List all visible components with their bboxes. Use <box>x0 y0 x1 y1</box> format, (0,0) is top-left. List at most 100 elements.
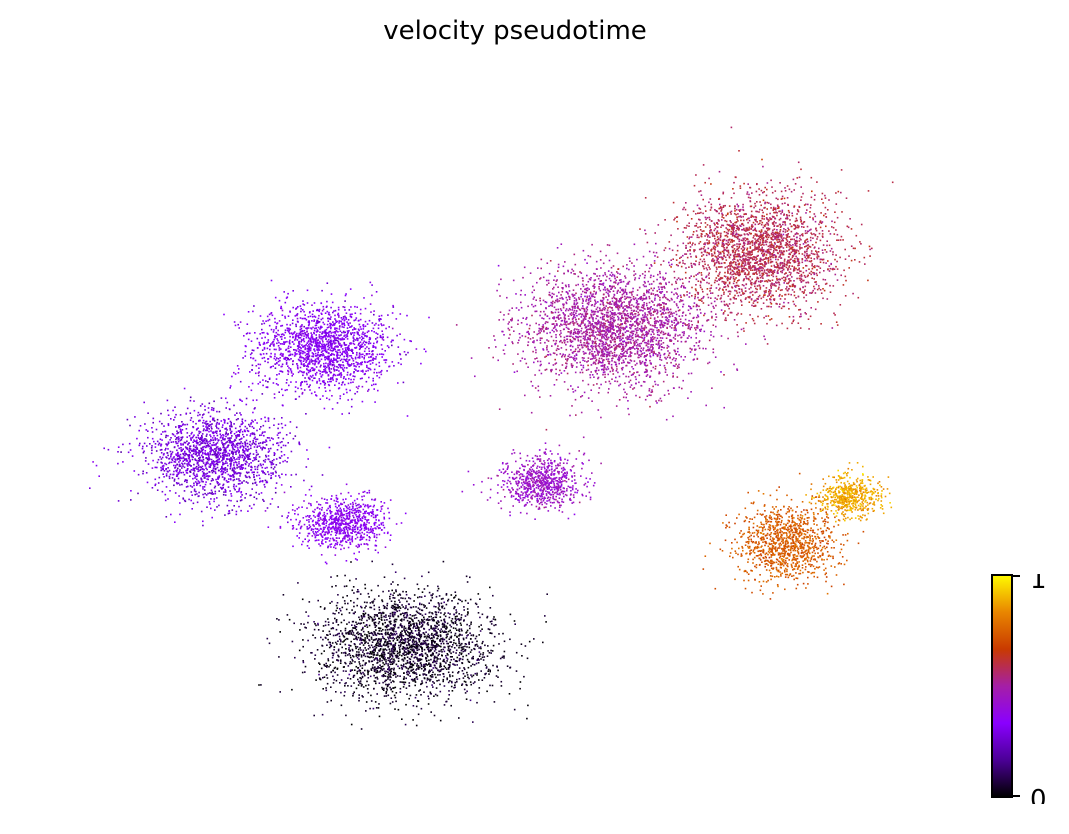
scatter-point <box>191 486 194 488</box>
scatter-point <box>330 686 332 688</box>
scatter-point <box>350 561 352 563</box>
scatter-point <box>287 347 289 349</box>
scatter-point <box>479 616 481 619</box>
scatter-point <box>339 507 342 510</box>
scatter-point <box>331 652 334 654</box>
scatter-point <box>300 388 303 390</box>
scatter-point <box>245 493 247 495</box>
scatter-point <box>392 304 394 307</box>
scatter-point <box>250 389 253 392</box>
scatter-point <box>373 313 375 316</box>
scatter-point <box>186 463 188 465</box>
scatter-point <box>290 474 293 476</box>
scatter-point <box>248 453 251 456</box>
scatter-point <box>160 443 163 446</box>
scatter-point <box>387 641 389 643</box>
scatter-point <box>384 657 386 659</box>
scatter-point <box>380 529 383 531</box>
scatter-point <box>283 343 285 345</box>
scatter-point <box>311 352 314 354</box>
scatter-point <box>486 616 488 619</box>
scatter-point <box>170 455 172 458</box>
scatter-point <box>331 301 334 304</box>
scatter-point <box>191 456 193 458</box>
scatter-point <box>336 522 338 525</box>
scatter-point <box>185 486 188 488</box>
scatter-point <box>369 368 372 371</box>
scatter-point <box>344 538 346 540</box>
scatter-point <box>357 331 359 334</box>
scatter-point <box>225 479 228 482</box>
scatter-point <box>447 598 450 601</box>
scatter-point <box>346 334 348 336</box>
scatter-point <box>383 518 386 520</box>
scatter-point <box>282 594 285 596</box>
scatter-point <box>338 363 341 366</box>
scatter-point <box>246 461 248 464</box>
scatter-point <box>297 358 300 361</box>
scatter-point <box>239 465 241 468</box>
scatter-point <box>346 371 349 374</box>
scatter-point <box>281 417 283 419</box>
scatter-point <box>400 363 402 366</box>
scatter-point <box>341 382 344 384</box>
scatter-point <box>232 479 235 482</box>
scatter-point <box>222 487 224 489</box>
scatter-point <box>302 332 305 335</box>
scatter-point <box>389 534 392 536</box>
scatter-point <box>260 447 262 449</box>
scatter-point <box>326 323 329 326</box>
scatter-point <box>229 439 231 441</box>
scatter-point <box>149 443 151 445</box>
scatter-point <box>301 391 304 394</box>
scatter-point <box>222 443 224 446</box>
scatter-point <box>439 666 441 668</box>
scatter-point <box>193 490 196 492</box>
scatter-point <box>242 447 245 449</box>
scatter-point <box>416 611 419 614</box>
scatter-point <box>438 679 440 682</box>
scatter-point <box>331 377 334 380</box>
scatter-point <box>277 339 279 342</box>
scatter-point <box>341 521 343 523</box>
scatter-point <box>261 442 264 445</box>
scatter-point <box>229 442 231 444</box>
scatter-point <box>323 523 325 525</box>
scatter-point <box>213 498 216 500</box>
scatter-point <box>331 342 334 345</box>
scatter-point <box>318 360 321 362</box>
scatter-point <box>186 468 189 471</box>
scatter-point <box>356 306 358 308</box>
scatter-point <box>437 674 439 676</box>
scatter-point <box>350 519 352 522</box>
scatter-point <box>280 484 283 486</box>
scatter-point <box>308 521 310 523</box>
scatter-point <box>404 512 407 515</box>
scatter-point <box>214 509 216 511</box>
scatter-point <box>377 654 379 656</box>
scatter-point <box>305 359 308 362</box>
scatter-point <box>280 352 282 355</box>
scatter-point <box>327 638 329 641</box>
scatter-point <box>469 598 472 601</box>
scatter-point <box>383 532 386 534</box>
scatter-point <box>360 328 362 330</box>
scatter-point <box>274 355 276 358</box>
scatter-point <box>287 358 289 361</box>
scatter-point <box>360 634 362 637</box>
scatter-point <box>341 539 344 542</box>
scatter-point <box>306 327 308 330</box>
scatter-point <box>248 471 250 474</box>
scatter-point <box>447 612 450 614</box>
scatter-point <box>213 420 216 422</box>
scatter-point <box>345 648 347 650</box>
scatter-point <box>279 370 281 372</box>
scatter-point <box>241 468 243 470</box>
scatter-point <box>179 484 181 486</box>
scatter-point <box>363 601 366 604</box>
scatter-point <box>340 374 342 376</box>
scatter-point <box>456 644 458 647</box>
scatter-point <box>205 467 207 469</box>
scatter-point <box>362 686 365 688</box>
scatter-point <box>358 323 361 326</box>
